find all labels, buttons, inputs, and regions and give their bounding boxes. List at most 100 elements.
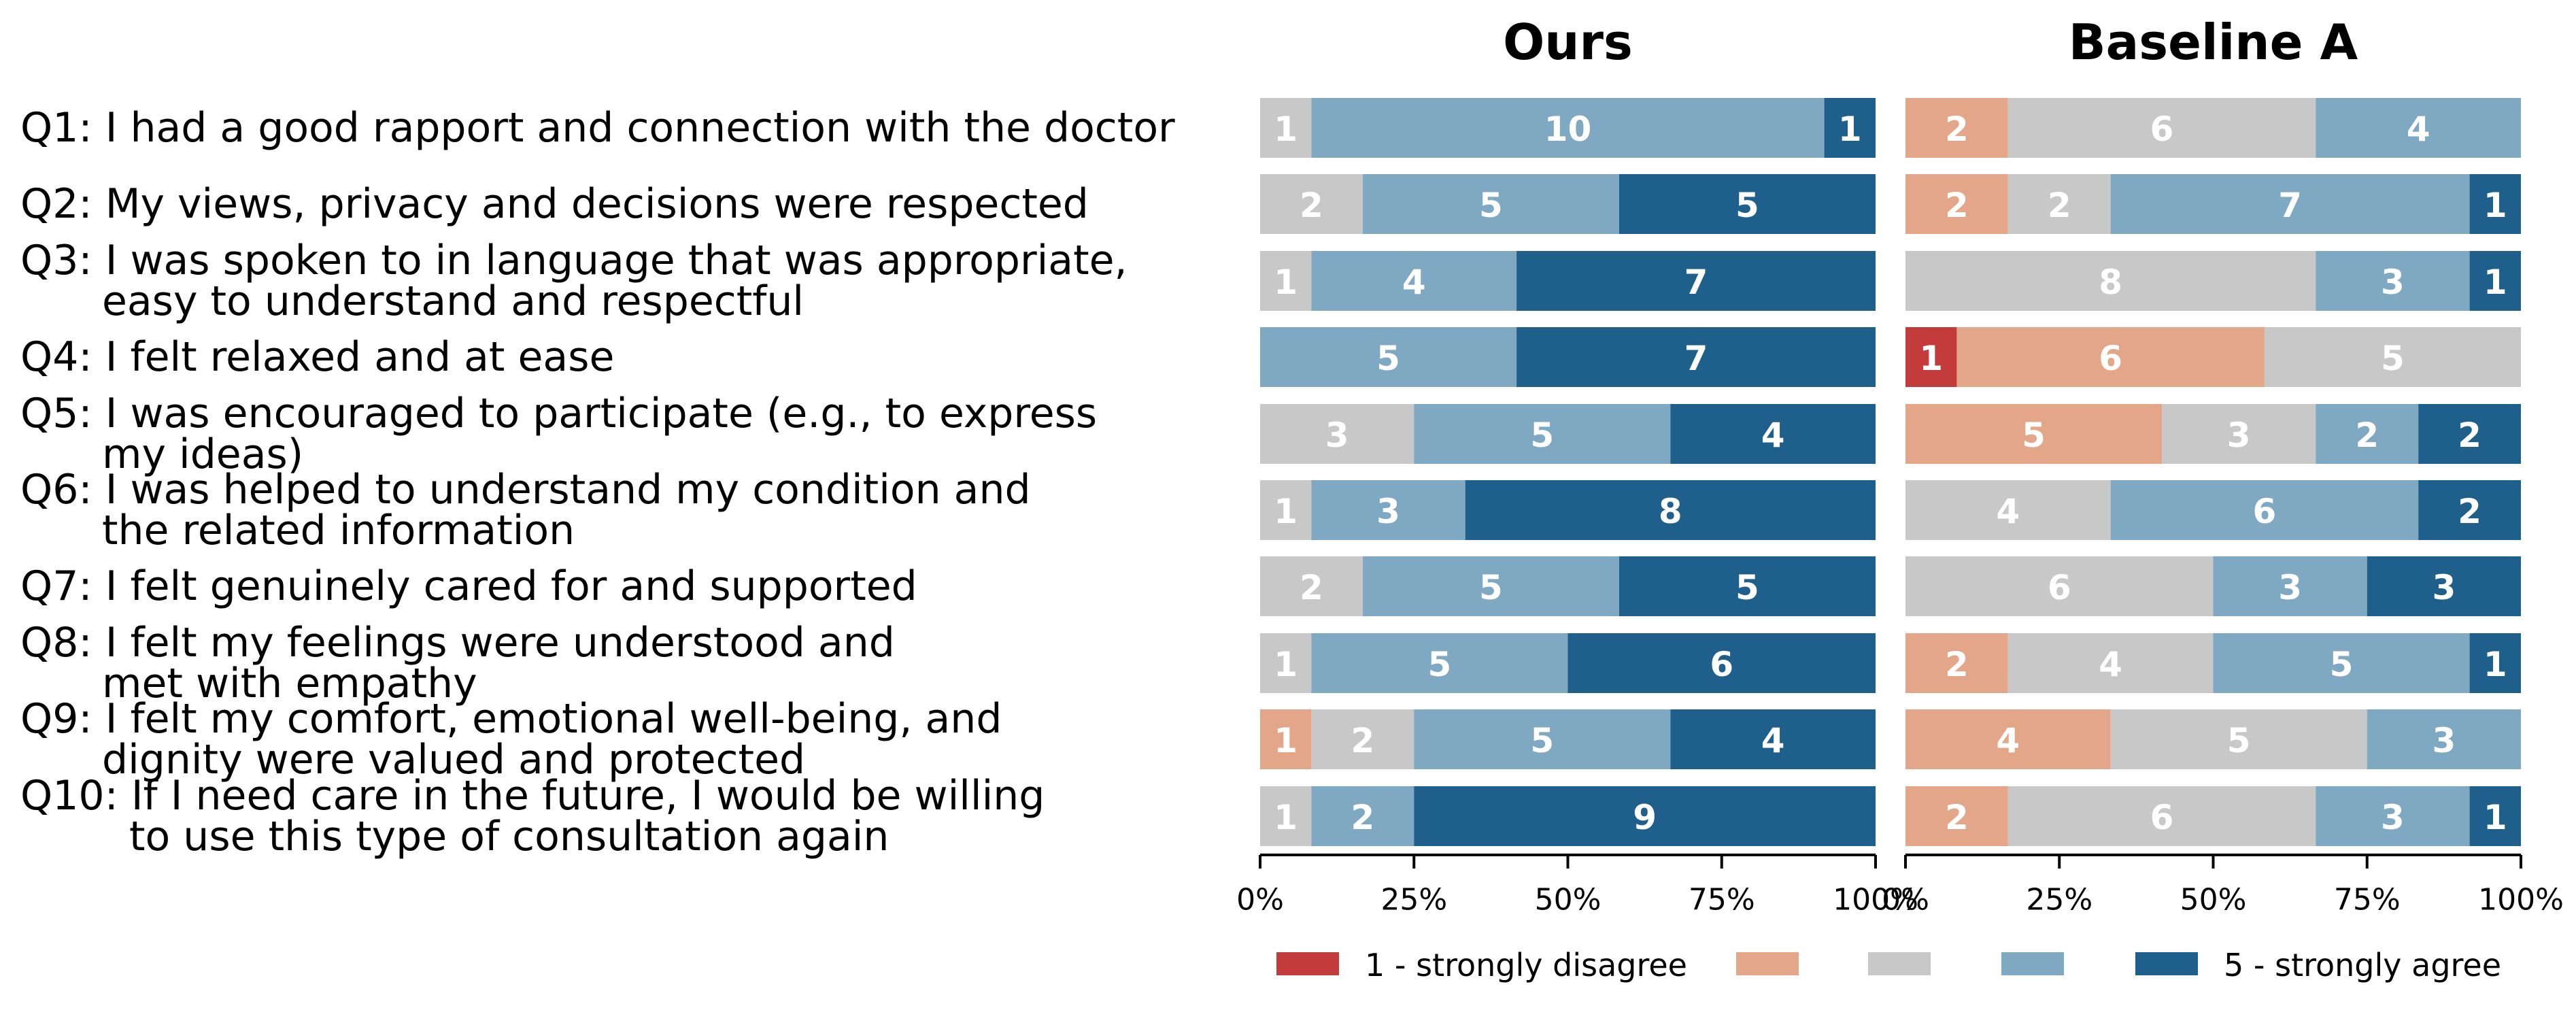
bar-value-label: 3 bbox=[2432, 721, 2456, 760]
bar-value-label: 5 bbox=[1530, 721, 1554, 760]
bar-segment bbox=[2316, 404, 2419, 464]
bar-segment bbox=[1465, 480, 1876, 540]
bar-value-label: 5 bbox=[2381, 339, 2405, 378]
bar-segment bbox=[1905, 404, 2163, 464]
bar-segment bbox=[2316, 98, 2521, 158]
bar-value-label: 3 bbox=[2381, 798, 2405, 837]
bar-segment bbox=[1311, 709, 1414, 769]
legend-label: 1 - strongly disagree bbox=[1365, 947, 1687, 983]
question-label: Q1: I had a good rapport and connection … bbox=[20, 104, 1175, 152]
bar-segment bbox=[2110, 709, 2367, 769]
bar-segment bbox=[2007, 633, 2214, 693]
x-tick-label: 75% bbox=[1689, 883, 1755, 918]
bar-value-label: 8 bbox=[2099, 263, 2122, 302]
bar-segment bbox=[1260, 786, 1312, 846]
bar-segment bbox=[2469, 174, 2521, 234]
x-tick-label: 100% bbox=[2478, 883, 2564, 918]
legend-swatch bbox=[2001, 952, 2064, 975]
bar-value-label: 5 bbox=[2022, 416, 2046, 455]
bar-segment bbox=[2007, 174, 2111, 234]
bar-value-label: 2 bbox=[1300, 186, 1323, 225]
question-label: easy to understand and respectful bbox=[102, 277, 804, 325]
legend-swatch bbox=[1276, 952, 1339, 975]
bar-segment bbox=[1260, 98, 1312, 158]
bar-value-label: 5 bbox=[1479, 568, 1503, 607]
bar-value-label: 3 bbox=[1376, 492, 1400, 531]
bar-segment bbox=[1567, 633, 1876, 693]
bar-segment bbox=[2110, 480, 2419, 540]
bar-segment bbox=[2367, 556, 2521, 616]
bar-value-label: 4 bbox=[1996, 721, 2020, 760]
bar-segment bbox=[1260, 709, 1312, 769]
bar-segment bbox=[1260, 633, 1312, 693]
bar-segment bbox=[1362, 174, 1619, 234]
legend-label: 5 - strongly agree bbox=[2224, 947, 2501, 983]
question-label: the related information bbox=[102, 507, 575, 554]
bar-segment bbox=[1260, 327, 1517, 387]
bar-value-label: 2 bbox=[1945, 645, 1969, 684]
bar-segment bbox=[1905, 786, 2008, 846]
bar-value-label: 5 bbox=[1735, 568, 1759, 607]
legend-swatch bbox=[1868, 952, 1931, 975]
question-label: Q2: My views, privacy and decisions were… bbox=[20, 180, 1089, 228]
bar-segment bbox=[1311, 786, 1414, 846]
x-tick-label: 50% bbox=[1535, 883, 1601, 918]
bar-value-label: 2 bbox=[1945, 186, 1969, 225]
bar-segment bbox=[1670, 404, 1876, 464]
bar-value-label: 7 bbox=[2278, 186, 2302, 225]
bar-value-label: 5 bbox=[2330, 645, 2354, 684]
bar-value-label: 1 bbox=[2484, 263, 2507, 302]
bar-value-label: 4 bbox=[1761, 416, 1785, 455]
bar-segment bbox=[1260, 556, 1363, 616]
bar-segment bbox=[2110, 174, 2470, 234]
bar-value-label: 1 bbox=[1919, 339, 1943, 378]
bar-value-label: 8 bbox=[1659, 492, 1682, 531]
bar-value-label: 3 bbox=[2381, 263, 2405, 302]
bar-value-label: 3 bbox=[1325, 416, 1349, 455]
bar-value-label: 5 bbox=[1479, 186, 1503, 225]
bar-value-label: 5 bbox=[1376, 339, 1400, 378]
bar-segment bbox=[2469, 251, 2521, 311]
legend-swatch bbox=[2135, 952, 2198, 975]
bar-segment bbox=[1516, 251, 1876, 311]
bar-value-label: 2 bbox=[1945, 798, 1969, 837]
bar-value-label: 1 bbox=[1274, 492, 1298, 531]
bar-segment bbox=[1905, 709, 2111, 769]
bar-segment bbox=[1619, 556, 1876, 616]
x-tick-label: 100% bbox=[1833, 883, 1918, 918]
bar-segment bbox=[1311, 251, 1517, 311]
bar-value-label: 1 bbox=[2484, 186, 2507, 225]
bar-value-label: 2 bbox=[1300, 568, 1323, 607]
question-label: Q6: I was helped to understand my condit… bbox=[20, 466, 1031, 514]
bar-segment bbox=[1260, 480, 1312, 540]
bar-value-label: 1 bbox=[2484, 798, 2507, 837]
bar-value-label: 1 bbox=[1274, 263, 1298, 302]
bar-value-label: 2 bbox=[1351, 798, 1374, 837]
bar-segment bbox=[1362, 556, 1619, 616]
bar-value-label: 4 bbox=[1761, 721, 1785, 760]
bar-segment bbox=[1414, 709, 1671, 769]
bar-value-label: 5 bbox=[1530, 416, 1554, 455]
bar-segment bbox=[2418, 480, 2521, 540]
question-label: to use this type of consultation again bbox=[129, 813, 889, 860]
bar-value-label: 1 bbox=[1274, 721, 1298, 760]
bar-value-label: 5 bbox=[1735, 186, 1759, 225]
bar-value-label: 10 bbox=[1544, 110, 1592, 149]
panel-title: Baseline A bbox=[2069, 14, 2358, 71]
bar-segment bbox=[1260, 174, 1363, 234]
question-label: Q4: I felt relaxed and at ease bbox=[20, 333, 614, 381]
bar-segment bbox=[2316, 786, 2470, 846]
question-label: my ideas) bbox=[102, 431, 303, 478]
bar-segment bbox=[1260, 251, 1312, 311]
bar-segment bbox=[2213, 556, 2367, 616]
bar-segment bbox=[1619, 174, 1876, 234]
bar-segment bbox=[1905, 633, 2008, 693]
bar-segment bbox=[1311, 633, 1568, 693]
bar-value-label: 1 bbox=[2484, 645, 2507, 684]
x-tick-label: 50% bbox=[2180, 883, 2247, 918]
x-tick-label: 0% bbox=[1882, 883, 1929, 918]
bar-value-label: 2 bbox=[1945, 110, 1969, 149]
bar-value-label: 2 bbox=[2048, 186, 2071, 225]
bar-segment bbox=[2469, 633, 2521, 693]
bar-value-label: 6 bbox=[2099, 339, 2122, 378]
